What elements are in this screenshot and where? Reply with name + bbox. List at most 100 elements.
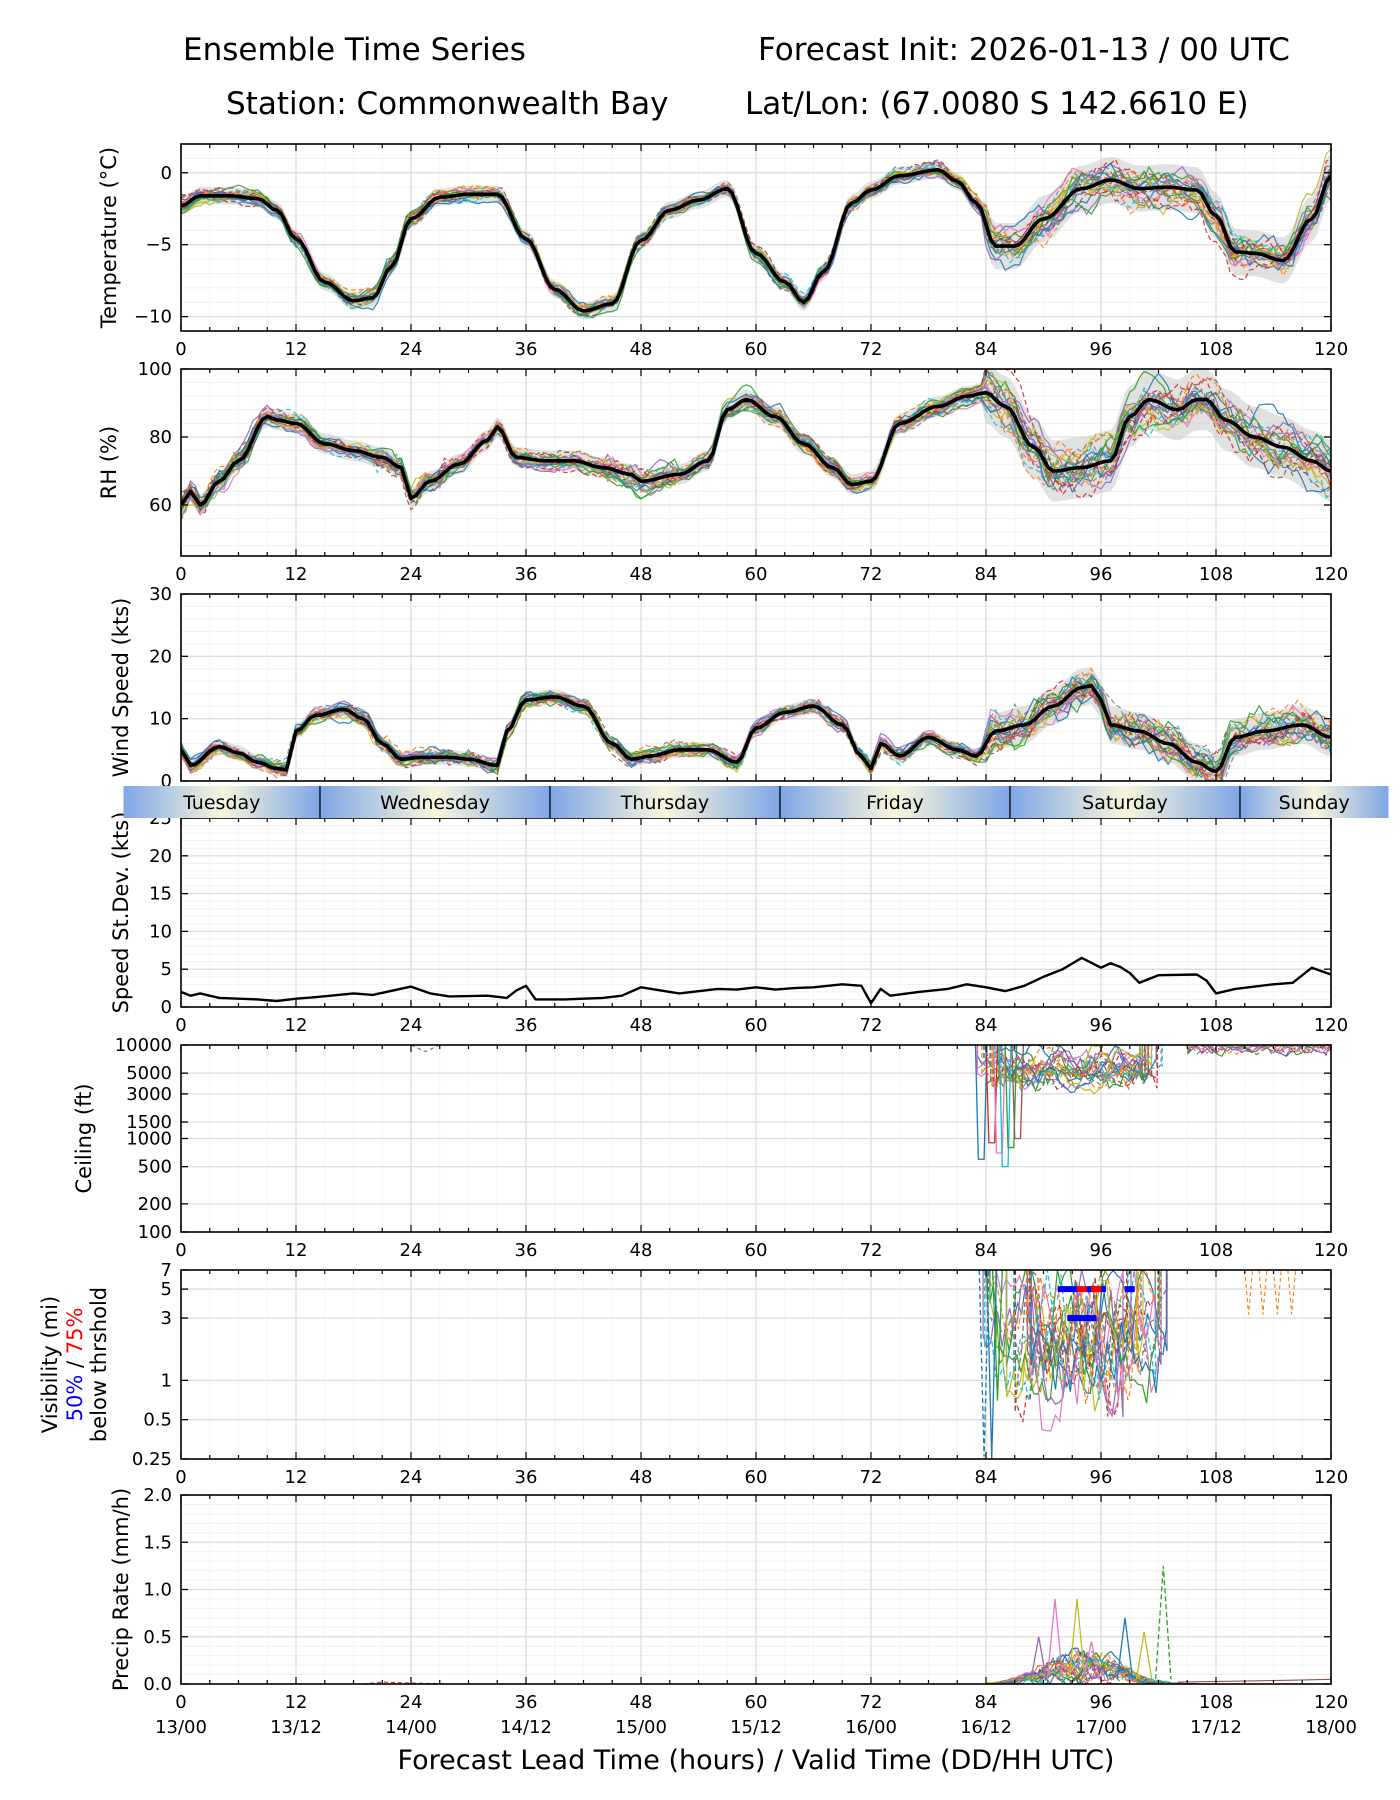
day-label-thursday: Thursday <box>620 792 709 814</box>
ceiling-xtick-label: 108 <box>1199 1240 1233 1261</box>
temperature-ytick-label: −10 <box>134 307 172 328</box>
rh-xtick-label: 84 <box>975 564 998 585</box>
x-axis-title: Forecast Lead Time (hours) / Valid Time … <box>398 1745 1115 1776</box>
latlon-label: Lat/Lon: (67.0080 S 142.6610 E) <box>745 86 1249 122</box>
ceiling-xtick-label: 0 <box>175 1240 186 1261</box>
day-strip: Tuesday Wednesday Thursday Friday Saturday Su… <box>123 786 1389 818</box>
precip-xtick-label: 36 <box>515 1692 538 1713</box>
ceiling-plot-area <box>181 1045 1331 1232</box>
visibility-xtick-label: 48 <box>630 1467 653 1488</box>
ceiling-member-line <box>976 1045 1149 1082</box>
precip-xtick-label: 120 <box>1314 1692 1348 1713</box>
temperature-xtick-label: 60 <box>745 339 768 360</box>
visibility-member-line <box>1030 1270 1168 1394</box>
ceiling-ylabel: Ceiling (ft) <box>72 1083 96 1193</box>
vis-50pct-marker <box>1124 1286 1135 1293</box>
ceiling-member-line <box>410 1045 441 1053</box>
ceiling-xtick-label: 84 <box>975 1240 998 1261</box>
precip-plot-area <box>181 1495 1331 1684</box>
speed_stdev-xtick-label: 60 <box>745 1015 768 1036</box>
ceiling-ytick-label: 1000 <box>126 1129 172 1150</box>
rh-xtick-label: 96 <box>1090 564 1113 585</box>
ceiling-xtick-label: 24 <box>400 1240 423 1261</box>
visibility-member-line <box>1028 1270 1128 1387</box>
temperature-xtick-label: 12 <box>285 339 308 360</box>
rh-ytick-label: 80 <box>149 427 172 448</box>
rh-plot-area <box>181 369 1331 556</box>
precip-peak-line <box>1135 1631 1153 1680</box>
speed_stdev-ytick-label: 5 <box>161 959 172 980</box>
speed_stdev-ylabel: Speed St.Dev. (kts) <box>109 812 133 1014</box>
day-strip-segment <box>319 786 550 818</box>
vis-50pct-marker <box>1067 1286 1078 1293</box>
rh-xtick-label: 108 <box>1199 564 1233 585</box>
ceiling-xtick-label: 12 <box>285 1240 308 1261</box>
ceiling-member-line <box>1186 1045 1331 1056</box>
precip-ytick-label: 0.5 <box>143 1627 172 1648</box>
ceiling-xtick-label: 120 <box>1314 1240 1348 1261</box>
precip-peak-line <box>1046 1598 1064 1680</box>
visibility-xtick-label: 72 <box>860 1467 883 1488</box>
precip-xtick-label: 60 <box>745 1692 768 1713</box>
wind-ytick-label: 20 <box>149 646 172 667</box>
visibility-member-line <box>1244 1270 1253 1315</box>
day-label-sunday: Sunday <box>1279 792 1350 814</box>
temperature-ensemble-mean-line <box>181 168 1331 313</box>
chart-title: Ensemble Time Series <box>183 32 526 68</box>
temperature-ylabel: Temperature (°C) <box>97 147 121 329</box>
temperature-xtick-label: 24 <box>400 339 423 360</box>
wind-member-line <box>181 674 1331 773</box>
rh-member-line <box>181 388 1331 511</box>
visibility-dip-line <box>992 1270 1003 1401</box>
precip-xtick-label: 24 <box>400 1692 423 1713</box>
ceiling-member-line <box>996 1045 1141 1094</box>
day-strip-segment <box>123 786 320 818</box>
day-strip-segment <box>779 786 1010 818</box>
speed_stdev-ytick-label: 20 <box>149 846 172 867</box>
visibility-member-line <box>982 1270 1132 1418</box>
visibility-xtick-label: 60 <box>745 1467 768 1488</box>
vis-75pct-marker <box>1076 1286 1087 1293</box>
visibility-xtick-label: 0 <box>175 1467 186 1488</box>
speed-stdev-line <box>181 956 1331 1005</box>
precip-xtick-label: 72 <box>860 1692 883 1713</box>
visibility-plot-area <box>181 1270 1331 1459</box>
visibility-xtick-label: 96 <box>1090 1467 1113 1488</box>
precip-peak-line <box>1083 1641 1100 1680</box>
temperature-member-line <box>181 170 1331 315</box>
rh-ensemble-mean-line <box>181 390 1331 507</box>
ceiling-xtick-label: 96 <box>1090 1240 1113 1261</box>
ceiling-member-line <box>993 1045 1158 1090</box>
precip-member-line <box>985 1661 1197 1684</box>
vis-50pct-marker <box>1076 1315 1087 1322</box>
precip-ylabel: Precip Rate (mm/h) <box>109 1488 133 1691</box>
valid-time-label: 17/12 <box>1190 1717 1242 1738</box>
precip-peak-line <box>1154 1565 1172 1680</box>
temperature-ytick-label: −5 <box>145 235 172 256</box>
ceiling-dip-line <box>993 1045 1006 1154</box>
ceiling-dip-line <box>998 1045 1012 1168</box>
precip-xtick-label: 12 <box>285 1692 308 1713</box>
day-label-friday: Friday <box>866 792 924 814</box>
ceiling-xtick-label: 36 <box>515 1240 538 1261</box>
visibility-member-line <box>1027 1270 1139 1392</box>
visibility-ytick-label: 0.5 <box>143 1410 172 1431</box>
visibility-member-line <box>1014 1270 1142 1413</box>
ceiling-xtick-label: 60 <box>745 1240 768 1261</box>
precip-xtick-label: 0 <box>175 1692 186 1713</box>
precip-member-line <box>1177 1678 1331 1683</box>
day-strip-segment <box>549 786 780 818</box>
valid-time-label: 15/12 <box>730 1717 782 1738</box>
vis-50pct-marker <box>1057 1286 1068 1293</box>
valid-time-label: 14/00 <box>385 1717 437 1738</box>
rh-xtick-label: 36 <box>515 564 538 585</box>
visibility-xtick-label: 36 <box>515 1467 538 1488</box>
wind-ensemble-mean-line <box>181 683 1331 774</box>
ceiling-dip-line <box>1004 1045 1018 1149</box>
temperature-xtick-label: 72 <box>860 339 883 360</box>
ceiling-member-line <box>981 1045 1148 1081</box>
vis-50pct-label: 50% <box>63 1375 87 1422</box>
